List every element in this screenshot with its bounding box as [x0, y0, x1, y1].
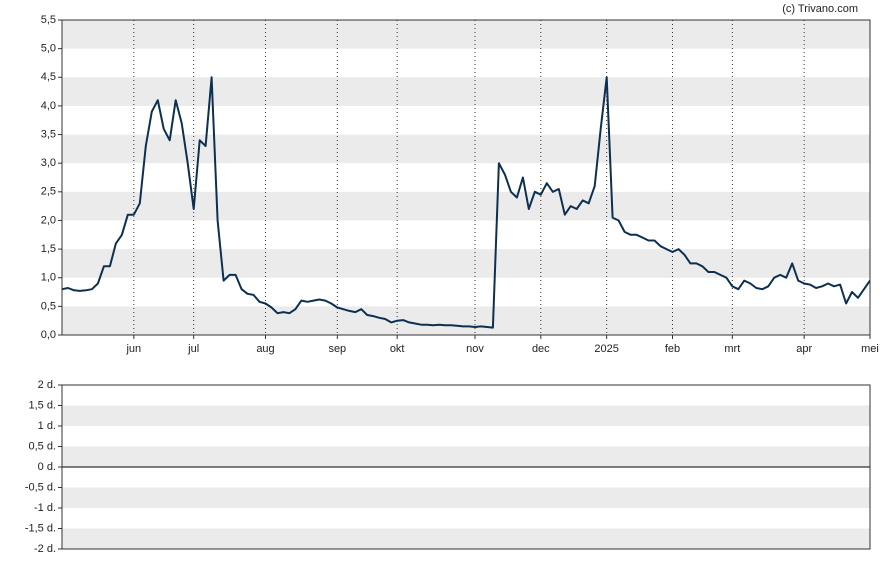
y-tick-label: 5,5: [41, 14, 56, 26]
y-tick-label: -1 d.: [34, 502, 56, 514]
grid-band: [62, 446, 870, 467]
y-tick-label: 1,5 d.: [28, 399, 56, 411]
y-tick-label: 0,5: [41, 300, 56, 312]
y-tick-label: 3,5: [41, 128, 56, 140]
x-tick-label: aug: [256, 343, 274, 355]
y-tick-label: 0 d.: [38, 461, 56, 473]
x-tick-label: feb: [665, 343, 680, 355]
grid-band: [62, 306, 870, 335]
y-tick-label: 2,5: [41, 186, 56, 198]
grid-band: [62, 20, 870, 49]
y-tick-label: 5,0: [41, 43, 56, 55]
x-tick-label: dec: [532, 343, 550, 355]
grid-band: [62, 191, 870, 221]
x-tick-label: jul: [187, 343, 199, 355]
y-tick-label: 1 d.: [38, 420, 56, 432]
x-tick-label: apr: [796, 343, 812, 355]
y-tick-label: 4,0: [41, 100, 56, 112]
x-tick-label: okt: [390, 343, 405, 355]
grid-band: [62, 249, 870, 278]
y-tick-label: 2,0: [41, 214, 56, 226]
y-tick-label: 3,0: [41, 157, 56, 169]
y-tick-label: -2 d.: [34, 543, 56, 555]
x-tick-label: sep: [328, 343, 346, 355]
plot-border: [61, 384, 871, 550]
y-tick-label: -1,5 d.: [25, 522, 56, 534]
price-line: [61, 76, 871, 329]
source: (c) Trivano.com: [782, 3, 858, 15]
grid-band: [62, 528, 870, 549]
y-tick-label: 4,5: [41, 71, 56, 83]
grid-band: [62, 77, 870, 106]
x-tick-label: 2025: [594, 343, 618, 355]
grid-band: [62, 487, 870, 508]
x-tick-label: jun: [125, 343, 141, 355]
y-tick-label: 0,0: [41, 329, 56, 341]
y-tick-label: 1,0: [41, 272, 56, 284]
y-tick-label: 2 d.: [38, 379, 56, 391]
y-tick-label: 1,5: [41, 243, 56, 255]
x-tick-label: nov: [466, 343, 484, 355]
plot-border: [61, 19, 871, 336]
y-tick-label: 0,5 d.: [28, 440, 56, 452]
x-tick-label: mei: [861, 343, 879, 355]
x-tick-label: mrt: [724, 343, 740, 355]
grid-band: [62, 405, 870, 426]
y-tick-label: -0,5 d.: [25, 481, 56, 493]
grid-band: [62, 134, 870, 164]
